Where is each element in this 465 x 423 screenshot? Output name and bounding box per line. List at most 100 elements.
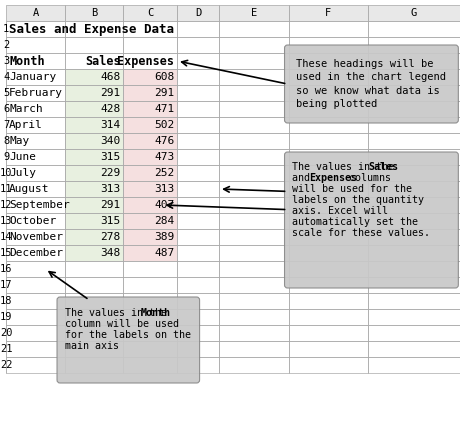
Bar — [219, 213, 289, 229]
Text: D: D — [195, 8, 201, 18]
Bar — [219, 149, 289, 165]
Bar — [6, 101, 65, 117]
Bar — [367, 213, 460, 229]
Text: 9: 9 — [3, 152, 9, 162]
Bar — [6, 37, 65, 53]
Bar — [289, 277, 367, 293]
Bar — [289, 293, 367, 309]
Bar — [65, 101, 123, 117]
Bar — [123, 69, 177, 85]
Bar — [219, 357, 289, 373]
Bar — [177, 21, 219, 37]
Bar — [177, 341, 219, 357]
Text: 389: 389 — [154, 232, 174, 242]
Bar — [289, 261, 367, 277]
Bar — [367, 341, 460, 357]
Bar — [219, 21, 289, 37]
Bar — [177, 69, 219, 85]
Bar — [177, 5, 219, 21]
Bar — [65, 21, 123, 37]
Bar — [65, 101, 123, 117]
Bar — [123, 197, 177, 213]
Text: automatically set the: automatically set the — [292, 217, 418, 227]
Bar — [65, 341, 123, 357]
Bar — [123, 325, 177, 341]
Text: scale for these values.: scale for these values. — [292, 228, 430, 238]
Bar — [6, 245, 65, 261]
Bar — [123, 197, 177, 213]
Bar — [367, 85, 460, 101]
Bar — [65, 37, 123, 53]
Bar — [219, 85, 289, 101]
Bar — [65, 309, 123, 325]
Bar — [367, 197, 460, 213]
Bar — [177, 213, 219, 229]
Bar — [123, 341, 177, 357]
Bar — [219, 101, 289, 117]
Bar — [289, 357, 367, 373]
Bar — [6, 133, 65, 149]
Text: 19: 19 — [0, 312, 13, 322]
Bar — [123, 5, 177, 21]
Bar — [123, 53, 177, 69]
Text: 348: 348 — [100, 248, 120, 258]
Bar — [219, 21, 289, 37]
Text: 4: 4 — [3, 72, 9, 82]
Bar — [367, 149, 460, 165]
Bar — [289, 117, 367, 133]
Text: labels on the quantity: labels on the quantity — [292, 195, 425, 205]
Text: 7: 7 — [3, 120, 9, 130]
Text: 313: 313 — [100, 184, 120, 194]
Bar — [177, 117, 219, 133]
Bar — [367, 357, 460, 373]
Bar — [123, 37, 177, 53]
Bar — [6, 53, 65, 69]
Bar — [6, 309, 65, 325]
Bar — [6, 341, 65, 357]
Bar — [6, 5, 65, 21]
Bar — [6, 357, 65, 373]
Bar — [177, 165, 219, 181]
Bar — [289, 293, 367, 309]
Bar — [219, 341, 289, 357]
Bar — [6, 165, 65, 181]
Bar — [177, 37, 219, 53]
Bar — [367, 69, 460, 85]
Bar — [6, 325, 65, 341]
Bar — [289, 261, 367, 277]
Bar — [65, 117, 123, 133]
Bar — [367, 165, 460, 181]
Text: 21: 21 — [0, 344, 13, 354]
Bar — [123, 165, 177, 181]
Bar — [289, 357, 367, 373]
Bar — [177, 53, 219, 69]
Bar — [6, 309, 65, 325]
Bar — [289, 341, 367, 357]
FancyBboxPatch shape — [285, 45, 458, 123]
Bar — [289, 277, 367, 293]
Bar — [65, 213, 123, 229]
Text: 476: 476 — [154, 136, 174, 146]
Text: main axis: main axis — [65, 341, 119, 351]
Bar — [177, 293, 219, 309]
Bar — [219, 229, 289, 245]
Bar — [289, 37, 367, 53]
Text: 471: 471 — [154, 104, 174, 114]
Bar — [177, 85, 219, 101]
Bar — [65, 277, 123, 293]
Bar — [367, 101, 460, 117]
Bar — [65, 133, 123, 149]
Text: 468: 468 — [100, 72, 120, 82]
Bar — [289, 325, 367, 341]
Bar — [177, 197, 219, 213]
Bar — [219, 357, 289, 373]
Bar — [367, 341, 460, 357]
Bar — [6, 181, 65, 197]
Bar — [177, 117, 219, 133]
Bar — [177, 149, 219, 165]
Bar — [177, 277, 219, 293]
Bar — [6, 277, 65, 293]
Bar — [65, 165, 123, 181]
Bar — [289, 133, 367, 149]
Bar — [123, 37, 177, 53]
